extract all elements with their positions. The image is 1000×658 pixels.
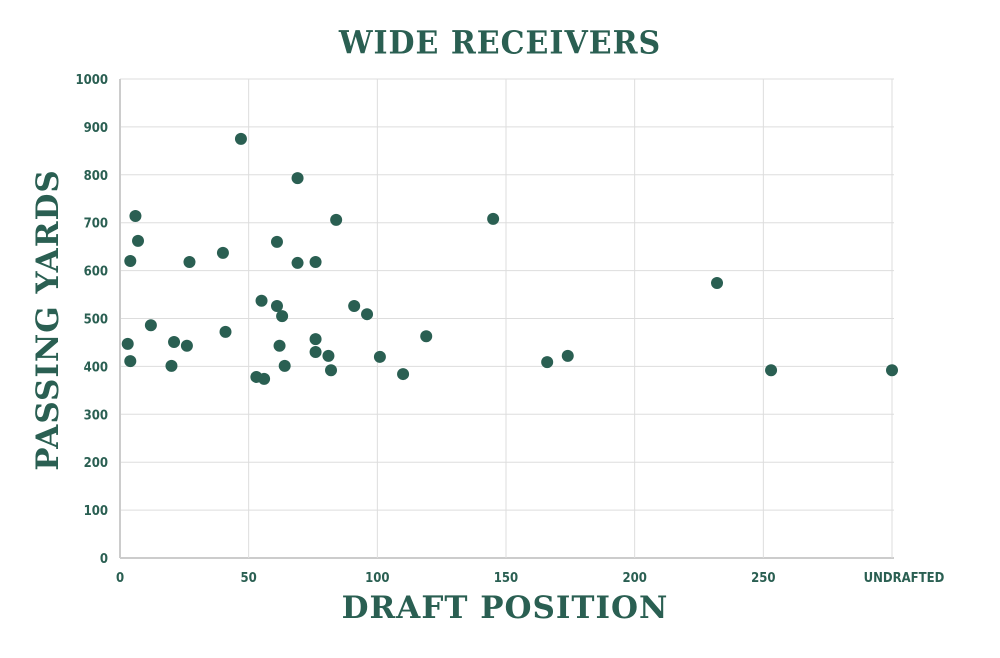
- data-point: [121, 337, 134, 350]
- data-point: [397, 368, 410, 381]
- data-point: [309, 255, 322, 268]
- x-tick-label: 50: [241, 571, 257, 586]
- data-point: [561, 349, 574, 362]
- data-point: [183, 255, 196, 268]
- data-point: [325, 364, 338, 377]
- data-point: [291, 172, 304, 185]
- y-tick-label: 1000: [75, 73, 108, 88]
- y-tick-label: 0: [100, 552, 108, 567]
- data-point: [373, 350, 386, 363]
- y-tick-label: 400: [84, 360, 108, 375]
- x-tick-label: 0: [116, 571, 124, 586]
- x-axis-ticks: 0 50 100 150 200 250 UNDRAFTED: [116, 571, 945, 586]
- data-point: [322, 349, 335, 362]
- y-tick-label: 500: [84, 313, 108, 328]
- data-point: [487, 212, 500, 225]
- data-point: [180, 339, 193, 352]
- data-point: [124, 255, 137, 268]
- data-point: [255, 294, 268, 307]
- y-tick-label: 800: [84, 169, 108, 184]
- data-point: [216, 246, 229, 259]
- y-axis-ticks: 0 100 200 300 400 500 600 700 800 900 1000: [75, 73, 108, 567]
- data-points: [121, 132, 898, 385]
- y-tick-label: 100: [84, 504, 108, 519]
- data-point: [309, 333, 322, 346]
- data-point: [165, 359, 178, 372]
- data-point: [258, 372, 271, 385]
- data-point: [765, 364, 778, 377]
- x-tick-label: 100: [365, 571, 389, 586]
- data-point: [361, 308, 374, 321]
- x-tick-label: 200: [622, 571, 646, 586]
- y-tick-label: 200: [84, 456, 108, 471]
- data-point: [420, 330, 433, 343]
- y-tick-label: 600: [84, 265, 108, 280]
- data-point: [219, 325, 232, 338]
- y-tick-label: 300: [84, 408, 108, 423]
- data-point: [330, 213, 343, 226]
- data-point: [309, 346, 322, 359]
- data-point: [278, 359, 291, 372]
- chart-title: WIDE RECEIVERS: [338, 25, 662, 62]
- x-tick-label: 150: [494, 571, 518, 586]
- data-point: [168, 335, 181, 348]
- data-point: [270, 235, 283, 248]
- data-point: [234, 132, 247, 145]
- data-point: [132, 234, 145, 247]
- data-point: [124, 355, 137, 368]
- data-point: [711, 277, 724, 290]
- data-point: [273, 339, 286, 352]
- x-axis-label: DRAFT POSITION: [341, 590, 669, 626]
- y-tick-label: 700: [84, 217, 108, 232]
- x-tick-label: UNDRAFTED: [864, 571, 945, 586]
- data-point: [144, 319, 157, 332]
- data-point: [541, 356, 554, 369]
- x-tick-label: 250: [751, 571, 775, 586]
- data-point: [291, 256, 304, 269]
- y-tick-label: 900: [84, 121, 108, 136]
- data-point: [348, 300, 361, 313]
- grid-lines: [119, 78, 894, 559]
- data-point: [270, 300, 283, 313]
- data-point: [886, 364, 898, 377]
- data-point: [276, 310, 289, 323]
- data-point: [129, 209, 142, 222]
